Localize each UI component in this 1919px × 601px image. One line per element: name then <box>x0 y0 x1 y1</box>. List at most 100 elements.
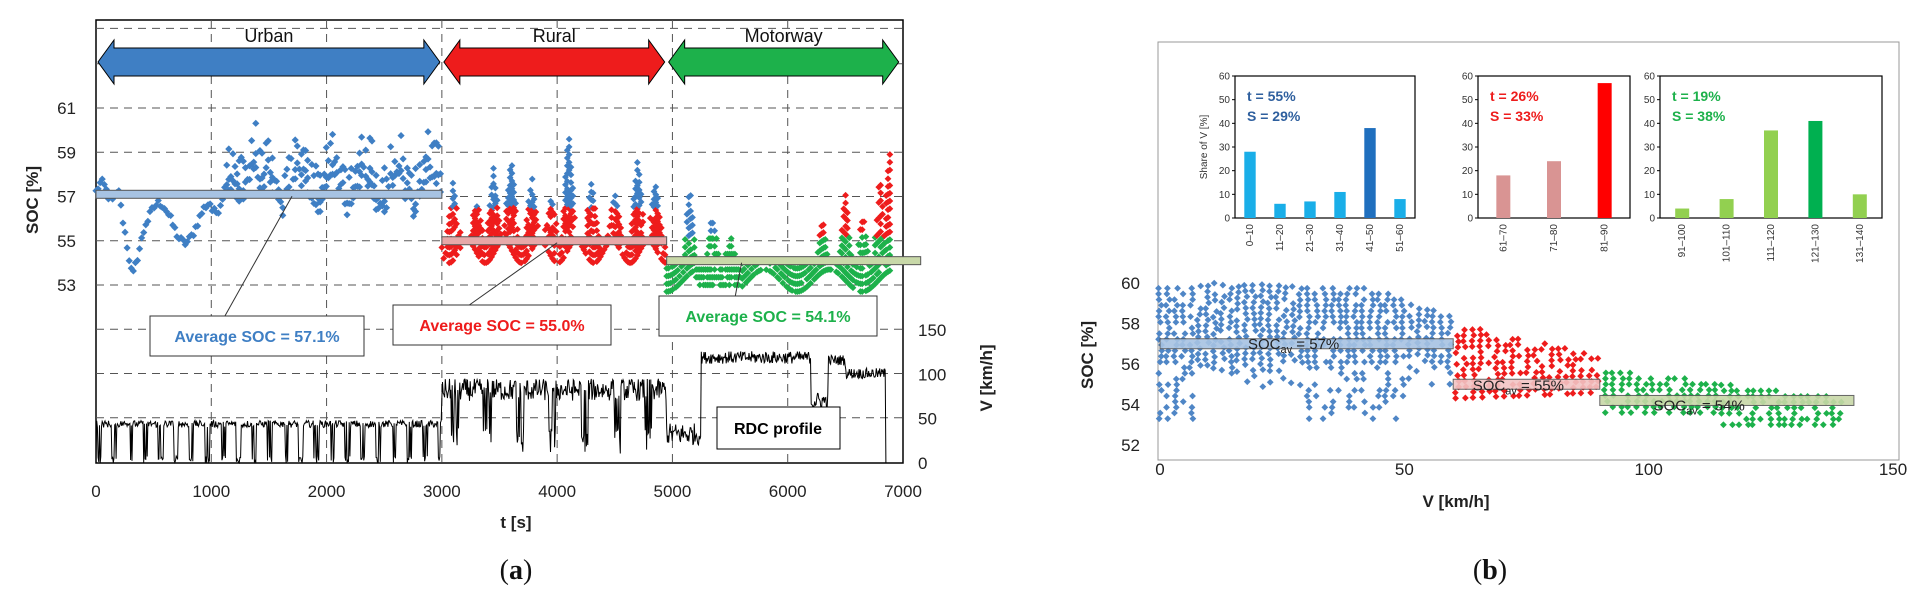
inset-y-tick-label: 40 <box>1644 119 1656 130</box>
soc-speed-point <box>1811 404 1819 412</box>
soc-speed-point <box>1680 409 1687 416</box>
soc-speed-point <box>1228 307 1236 315</box>
soc-point-rural <box>611 192 619 200</box>
soc-speed-point <box>1375 403 1383 411</box>
soc-speed-point <box>1211 296 1219 304</box>
soc-speed-point <box>1828 410 1836 417</box>
soc-speed-point <box>1264 322 1272 329</box>
soc-speed-point <box>1376 358 1384 366</box>
soc-point-rural <box>528 175 536 183</box>
soc-point-motorway <box>727 242 735 250</box>
inset-bar <box>1597 83 1612 218</box>
soc-speed-point <box>1257 292 1265 300</box>
soc-point-urban <box>368 168 376 176</box>
soc-speed-point <box>1173 386 1180 394</box>
inset-y-tick-label: 50 <box>1219 95 1231 106</box>
soc-speed-point <box>1303 301 1311 309</box>
soc-point-urban <box>343 211 351 219</box>
soc-speed-point <box>1577 389 1585 397</box>
soc-speed-point <box>1461 394 1469 402</box>
soc-point-motorway <box>696 281 704 289</box>
soc-point-urban <box>225 145 233 153</box>
soc-point-urban <box>382 175 391 183</box>
soc-speed-point <box>1768 404 1775 412</box>
x-tick-label-b: 50 <box>1395 460 1414 479</box>
soc-speed-point <box>1494 342 1502 350</box>
soc-speed-point <box>1187 358 1195 366</box>
soc-average-label: SOCav = 54% <box>1654 398 1745 418</box>
soc-speed-point <box>1189 296 1197 304</box>
soc-speed-point <box>1313 301 1321 309</box>
soc-point-motorway <box>845 280 853 288</box>
soc-speed-point <box>1228 352 1236 360</box>
soc-speed-point <box>1296 381 1304 389</box>
soc-speed-point <box>1415 316 1423 324</box>
soc-speed-point <box>1625 380 1633 388</box>
soc-speed-point <box>1749 415 1757 423</box>
soc-speed-point <box>1311 290 1319 298</box>
soc-speed-point <box>1428 358 1436 365</box>
soc-speed-point <box>1491 353 1498 361</box>
soc-speed-point <box>1374 324 1382 332</box>
soc-speed-point <box>1266 361 1274 369</box>
soc-speed-point <box>1257 303 1265 311</box>
soc-speed-point <box>1398 318 1406 326</box>
soc-point-rural <box>510 219 518 227</box>
soc-point-motorway <box>690 236 698 244</box>
soc-speed-point <box>1186 364 1193 372</box>
soc-point-urban <box>239 157 247 165</box>
soc-speed-point <box>1477 359 1485 367</box>
soc-speed-point <box>1689 380 1696 388</box>
soc-point-urban <box>167 211 175 220</box>
soc-point-motorway <box>886 236 894 244</box>
soc-speed-point <box>1243 293 1251 301</box>
soc-point-motorway <box>886 166 894 174</box>
soc-point-urban <box>320 170 328 178</box>
soc-point-rural <box>550 257 558 265</box>
soc-speed-point <box>1272 293 1280 301</box>
soc-point-urban <box>380 164 389 172</box>
soc-speed-point <box>1305 324 1312 332</box>
soc-point-urban <box>436 170 445 178</box>
soc-speed-point <box>1322 358 1330 366</box>
x-tick-label-a: 0 <box>91 482 100 501</box>
soc-speed-point <box>1298 347 1305 355</box>
soc-speed-point <box>1765 387 1773 395</box>
soc-speed-point <box>1281 289 1289 297</box>
soc-speed-point <box>1533 357 1541 365</box>
soc-speed-point <box>1829 415 1837 423</box>
soc-speed-point <box>1767 421 1775 429</box>
soc-speed-point <box>1171 398 1179 406</box>
inset-bar <box>1808 120 1823 218</box>
soc-speed-point <box>1172 375 1180 383</box>
soc-speed-point <box>1352 330 1360 338</box>
soc-point-rural <box>639 218 647 226</box>
soc-speed-point <box>1438 324 1446 332</box>
soc-speed-point <box>1711 380 1719 388</box>
soc-point-motorway <box>681 235 689 243</box>
soc-speed-point <box>1548 351 1556 359</box>
soc-speed-point <box>1477 348 1485 356</box>
soc-speed-point <box>1398 324 1406 332</box>
soc-speed-point <box>1204 282 1212 290</box>
soc-point-motorway <box>886 151 894 158</box>
soc-speed-point <box>1502 347 1509 355</box>
inset-y-tick-label: 0 <box>1224 214 1230 225</box>
soc-point-urban <box>395 169 403 178</box>
soc-point-urban <box>355 149 364 157</box>
soc-point-rural <box>495 224 503 232</box>
soc-point-motorway <box>877 189 885 197</box>
inset-y-axis-label: Share of V [%] <box>1199 115 1210 180</box>
caption-a: (a) <box>500 555 533 586</box>
soc-point-urban <box>171 223 179 232</box>
soc-point-motorway <box>672 268 680 276</box>
soc-speed-point <box>1250 372 1258 380</box>
soc-speed-point <box>1710 409 1718 416</box>
soc-speed-point <box>1288 311 1296 319</box>
inset-y-tick-label: 10 <box>1462 190 1474 201</box>
x-tick-label-a: 1000 <box>192 482 230 501</box>
soc-speed-point <box>1227 318 1235 326</box>
soc-speed-point <box>1193 316 1201 324</box>
soc-point-motorway <box>886 197 894 205</box>
soc-speed-point <box>1702 380 1710 388</box>
